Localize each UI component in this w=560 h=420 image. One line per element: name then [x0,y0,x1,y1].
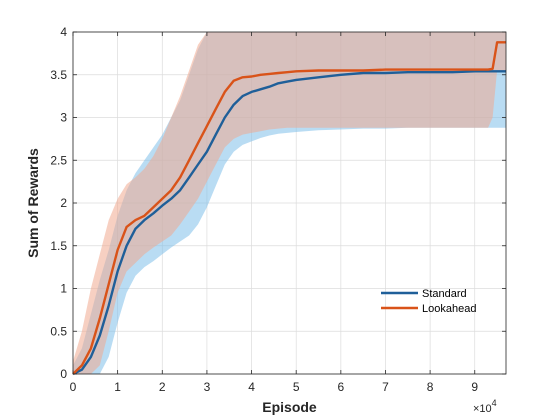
y-axis-label: Sum of Rewards [25,148,41,258]
y-axis-ticks: 0 0.5 1 1.5 2 2.5 3 3.5 4 [50,25,506,381]
y-tick-label: 1 [60,282,67,296]
y-tick-label: 0.5 [50,324,67,338]
y-tick-label: 3 [60,111,67,125]
x-tick-label: 0 [70,380,77,394]
x-tick-label: 9 [471,380,478,394]
y-tick-label: 4 [60,25,67,39]
confidence-bands [73,32,506,374]
y-tick-label: 1.5 [50,239,67,253]
y-tick-label: 3.5 [50,68,67,82]
series-lines [72,41,506,376]
x-axis-label: Episode [262,399,317,415]
x-tick-label: 8 [427,380,434,394]
x-tick-label: 3 [204,380,211,394]
legend-label-lookahead: Lookahead [422,303,476,315]
legend: Standard Lookahead [381,288,476,315]
x-tick-label: 4 [248,380,255,394]
x-tick-label: 2 [159,380,166,394]
x-tick-label: 1 [114,380,121,394]
x-axis-ticks: 0 1 2 3 4 5 6 7 8 9 [70,32,478,394]
x-exponent-label: ×104 [473,398,497,415]
line-lookahead [72,41,506,375]
y-tick-label: 0 [60,367,67,381]
y-tick-label: 2.5 [50,153,67,167]
x-exponent-power: 4 [492,398,497,408]
band-lookahead [73,32,506,374]
legend-label-standard: Standard [422,288,467,300]
x-tick-label: 6 [337,380,344,394]
x-tick-label: 7 [382,380,389,394]
y-tick-label: 2 [60,196,67,210]
line-standard [72,70,506,376]
x-exponent-base: ×10 [473,403,492,415]
x-tick-label: 5 [293,380,300,394]
